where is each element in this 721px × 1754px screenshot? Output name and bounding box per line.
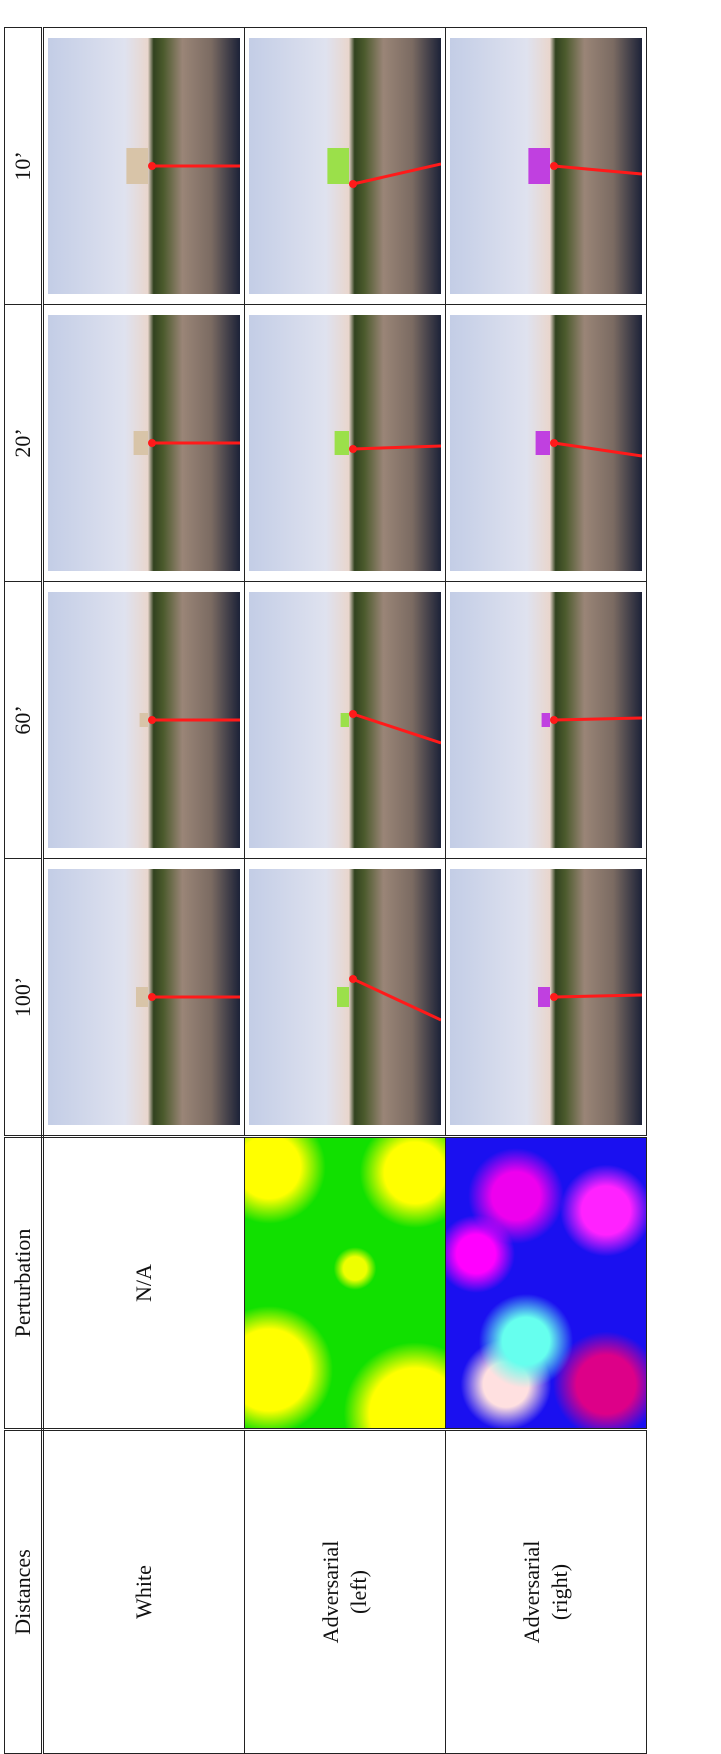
row-label: White (131, 1565, 156, 1619)
steering-arrow (352, 162, 441, 186)
arrow-head (550, 716, 558, 724)
image-cell (42, 27, 245, 305)
arrow-head (349, 180, 357, 188)
header-cell: 20’ (4, 304, 43, 582)
header-row: Distances Perturbation 100’ 60’ 20’ 10’ (4, 27, 43, 1754)
arrow-head (550, 993, 558, 1001)
overlay (340, 710, 441, 745)
steering-arrow (352, 712, 441, 745)
patch (139, 713, 148, 727)
steering-arrow (553, 441, 642, 458)
header-cell: 60’ (4, 581, 43, 859)
header-cell: 10’ (4, 27, 43, 305)
arrow-head (349, 975, 357, 983)
camera-frame (249, 315, 441, 571)
image-cell (445, 27, 647, 305)
header-cell: 100’ (4, 858, 43, 1137)
header-cell: Perturbation (4, 1136, 43, 1430)
camera-frame (450, 315, 642, 571)
camera-frame (450, 592, 642, 848)
overlay (133, 431, 240, 455)
arrow-head (349, 710, 357, 718)
camera-frame (450, 869, 642, 1125)
arrow-head (550, 439, 558, 447)
row: Adversarial (right) (445, 27, 647, 1754)
patch (136, 987, 148, 1007)
perturbation-image (446, 1138, 646, 1428)
image-cell (244, 858, 446, 1137)
image-cell (244, 304, 446, 582)
patch (327, 148, 350, 184)
camera-frame (48, 38, 240, 294)
patch (528, 148, 551, 184)
perturbation-cell (445, 1136, 647, 1430)
overlay (334, 431, 441, 455)
patch (541, 713, 550, 727)
steering-arrow (553, 993, 642, 999)
row-label: Adversarial (left) (318, 1540, 371, 1644)
steering-arrow (352, 977, 441, 1022)
image-cell (42, 581, 245, 859)
overlay (541, 713, 642, 727)
perturbation-cell (244, 1136, 446, 1430)
camera-frame (48, 869, 240, 1125)
patch (340, 713, 349, 727)
camera-frame (249, 869, 441, 1125)
row: White N/A (42, 27, 245, 1754)
overlay (136, 987, 240, 1007)
image-cell (244, 27, 446, 305)
image-cell (445, 304, 647, 582)
results-table: Distances Perturbation 100’ 60’ 20’ 10’ … (4, 27, 647, 1754)
perturbation-cell: N/A (42, 1136, 245, 1430)
row-label-cell: Adversarial (right) (445, 1429, 647, 1754)
arrow-head (349, 445, 357, 453)
arrow-head (550, 162, 558, 170)
arrow-head (148, 993, 156, 1001)
overlay (327, 148, 441, 188)
overlay (538, 987, 642, 1007)
row: Adversarial (left) (244, 27, 446, 1754)
camera-frame (249, 38, 441, 294)
overlay (126, 148, 240, 184)
image-cell (244, 581, 446, 859)
camera-frame (450, 38, 642, 294)
patch (535, 431, 550, 455)
image-cell (445, 581, 647, 859)
arrow-head (148, 162, 156, 170)
steering-arrow (352, 444, 441, 451)
patch (334, 431, 349, 455)
header-cell: Distances (4, 1429, 43, 1754)
perturbation-image (245, 1138, 445, 1428)
overlay (337, 975, 441, 1022)
patch (126, 148, 149, 184)
camera-frame (48, 315, 240, 571)
steering-arrow (553, 716, 642, 722)
row-label-cell: White (42, 1429, 245, 1754)
camera-frame (48, 592, 240, 848)
arrow-head (148, 439, 156, 447)
row-label-cell: Adversarial (left) (244, 1429, 446, 1754)
image-cell (42, 858, 245, 1137)
row-label: Adversarial (right) (519, 1540, 572, 1644)
steering-arrow (553, 164, 642, 176)
overlay (139, 713, 240, 727)
overlay (528, 148, 642, 184)
overlay (535, 431, 642, 458)
patch (133, 431, 148, 455)
image-cell (42, 304, 245, 582)
arrow-head (148, 716, 156, 724)
image-cell (445, 858, 647, 1137)
patch (538, 987, 550, 1007)
patch (337, 987, 349, 1007)
camera-frame (249, 592, 441, 848)
